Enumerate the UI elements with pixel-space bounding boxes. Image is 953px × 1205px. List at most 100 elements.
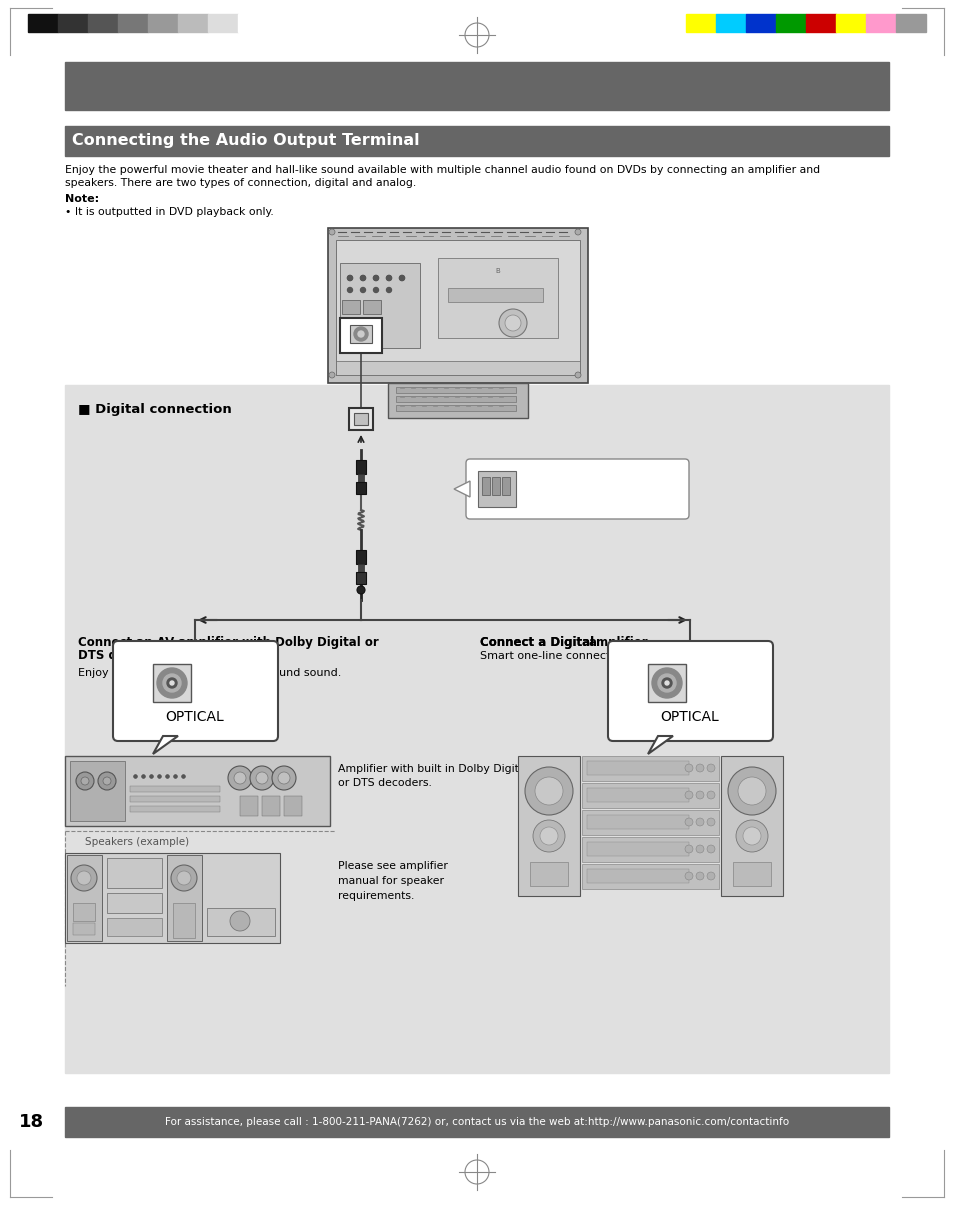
- Circle shape: [706, 845, 714, 853]
- Bar: [65, 853, 280, 944]
- Circle shape: [684, 818, 692, 825]
- Text: Connecting the Audio Output Terminal: Connecting the Audio Output Terminal: [71, 134, 419, 148]
- Circle shape: [170, 681, 173, 684]
- Bar: [586, 788, 688, 803]
- Text: Note:: Note:: [65, 194, 99, 204]
- Bar: [501, 477, 510, 495]
- Circle shape: [374, 288, 378, 293]
- Bar: [88, 14, 118, 33]
- Bar: [355, 572, 366, 584]
- Bar: [172, 903, 194, 937]
- Circle shape: [399, 276, 404, 281]
- Circle shape: [498, 308, 526, 337]
- Bar: [685, 14, 716, 33]
- Text: amplifier: amplifier: [588, 636, 648, 649]
- Bar: [448, 288, 542, 302]
- Bar: [437, 258, 558, 337]
- Bar: [65, 756, 330, 825]
- Circle shape: [228, 766, 252, 790]
- Bar: [148, 14, 178, 33]
- Bar: [354, 413, 368, 425]
- Circle shape: [684, 872, 692, 880]
- Circle shape: [157, 668, 187, 698]
- Bar: [477, 471, 516, 507]
- Bar: [118, 14, 148, 33]
- Bar: [835, 14, 865, 33]
- Circle shape: [684, 845, 692, 853]
- Bar: [363, 300, 380, 315]
- Circle shape: [167, 678, 177, 688]
- Text: Enjoy “Dolby Digital” or “DTS” surround sound.: Enjoy “Dolby Digital” or “DTS” surround …: [78, 668, 341, 678]
- Circle shape: [575, 229, 580, 235]
- Bar: [341, 300, 359, 315]
- Bar: [339, 318, 381, 353]
- Bar: [167, 856, 202, 941]
- Circle shape: [76, 772, 94, 790]
- Bar: [335, 362, 579, 375]
- Bar: [775, 14, 805, 33]
- Circle shape: [661, 678, 671, 688]
- Text: OPTICAL: OPTICAL: [659, 710, 719, 724]
- Bar: [73, 923, 95, 935]
- Bar: [328, 228, 587, 383]
- Text: Amplifier with built in Dolby Digital
or DTS decoders.: Amplifier with built in Dolby Digital or…: [337, 764, 528, 788]
- Bar: [107, 858, 162, 888]
- Bar: [720, 756, 782, 897]
- Circle shape: [524, 768, 573, 815]
- Bar: [388, 383, 527, 418]
- Circle shape: [539, 827, 558, 845]
- Bar: [395, 396, 516, 402]
- Text: DTS decoders: DTS decoders: [78, 649, 169, 662]
- Circle shape: [171, 865, 196, 890]
- Bar: [70, 762, 125, 821]
- Bar: [581, 783, 719, 809]
- Polygon shape: [647, 736, 672, 754]
- Bar: [349, 408, 373, 430]
- Bar: [517, 756, 579, 897]
- Bar: [586, 762, 688, 775]
- Bar: [107, 893, 162, 913]
- FancyBboxPatch shape: [465, 459, 688, 519]
- Bar: [355, 482, 366, 494]
- Circle shape: [272, 766, 295, 790]
- Bar: [357, 474, 364, 482]
- Circle shape: [230, 911, 250, 931]
- Bar: [895, 14, 925, 33]
- Bar: [732, 862, 770, 886]
- Bar: [716, 14, 745, 33]
- Text: • It is outputted in DVD playback only.: • It is outputted in DVD playback only.: [65, 207, 274, 217]
- Bar: [581, 810, 719, 835]
- Circle shape: [347, 276, 352, 281]
- Bar: [58, 14, 88, 33]
- Bar: [130, 797, 220, 803]
- Circle shape: [255, 772, 268, 784]
- Bar: [237, 14, 268, 33]
- Circle shape: [706, 818, 714, 825]
- Circle shape: [504, 315, 520, 331]
- Bar: [581, 756, 719, 781]
- Text: OPTICAL: OPTICAL: [166, 710, 224, 724]
- Circle shape: [727, 768, 775, 815]
- Bar: [284, 797, 302, 816]
- Bar: [130, 806, 220, 812]
- Bar: [492, 477, 499, 495]
- Bar: [357, 564, 364, 572]
- Circle shape: [250, 766, 274, 790]
- Circle shape: [684, 764, 692, 772]
- Bar: [262, 797, 280, 816]
- Bar: [355, 460, 366, 474]
- Bar: [586, 842, 688, 856]
- Bar: [865, 14, 895, 33]
- Bar: [395, 405, 516, 411]
- Bar: [395, 387, 516, 393]
- Bar: [178, 14, 208, 33]
- Bar: [65, 127, 888, 155]
- Polygon shape: [454, 481, 470, 496]
- Circle shape: [706, 764, 714, 772]
- Bar: [65, 386, 888, 1072]
- Circle shape: [357, 331, 364, 337]
- Circle shape: [329, 229, 335, 235]
- Circle shape: [533, 819, 564, 852]
- Circle shape: [386, 288, 391, 293]
- Text: For assistance, please call : 1-800-211-PANA(7262) or, contact us via the web at: For assistance, please call : 1-800-211-…: [165, 1117, 788, 1127]
